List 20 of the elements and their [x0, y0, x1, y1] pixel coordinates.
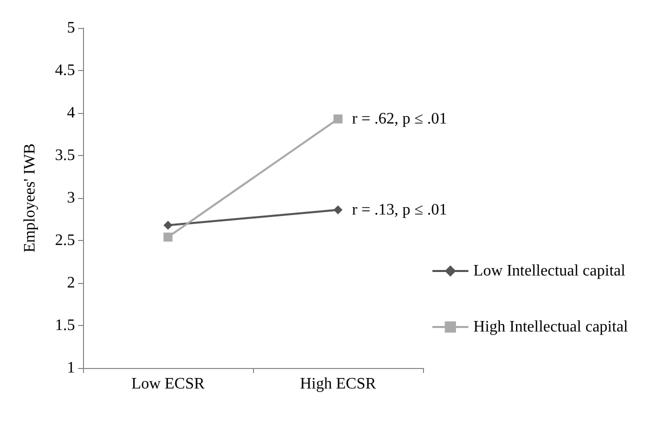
- point: [334, 114, 342, 124]
- y-tick-label: 3: [67, 190, 75, 206]
- legend-label: Low Intellectual capital: [473, 262, 626, 280]
- point: [164, 232, 172, 242]
- y-tick-label: 2.5: [55, 232, 75, 249]
- y-tick-label: 4: [67, 104, 75, 122]
- annotation: r = .13, p ≤ .01: [352, 201, 448, 218]
- point: [164, 220, 172, 230]
- point: [334, 205, 342, 214]
- y-tick-label: 2: [67, 274, 75, 292]
- y-tick-label: 4.5: [55, 62, 75, 79]
- y-tick-label: 1.5: [55, 317, 75, 334]
- y-tick-label: 3.5: [55, 147, 75, 164]
- y-tick-label: 5: [67, 20, 75, 36]
- x-tick-label: Low ECSR: [131, 376, 205, 392]
- y-axis-title: Employees' IWB: [22, 143, 38, 253]
- x-tick-label: High ECSR: [300, 376, 376, 392]
- legend-label: High Intellectual capital: [473, 318, 629, 336]
- y-tick-label: 1: [67, 360, 75, 376]
- annotation: r = .62, p ≤ .01: [352, 110, 448, 128]
